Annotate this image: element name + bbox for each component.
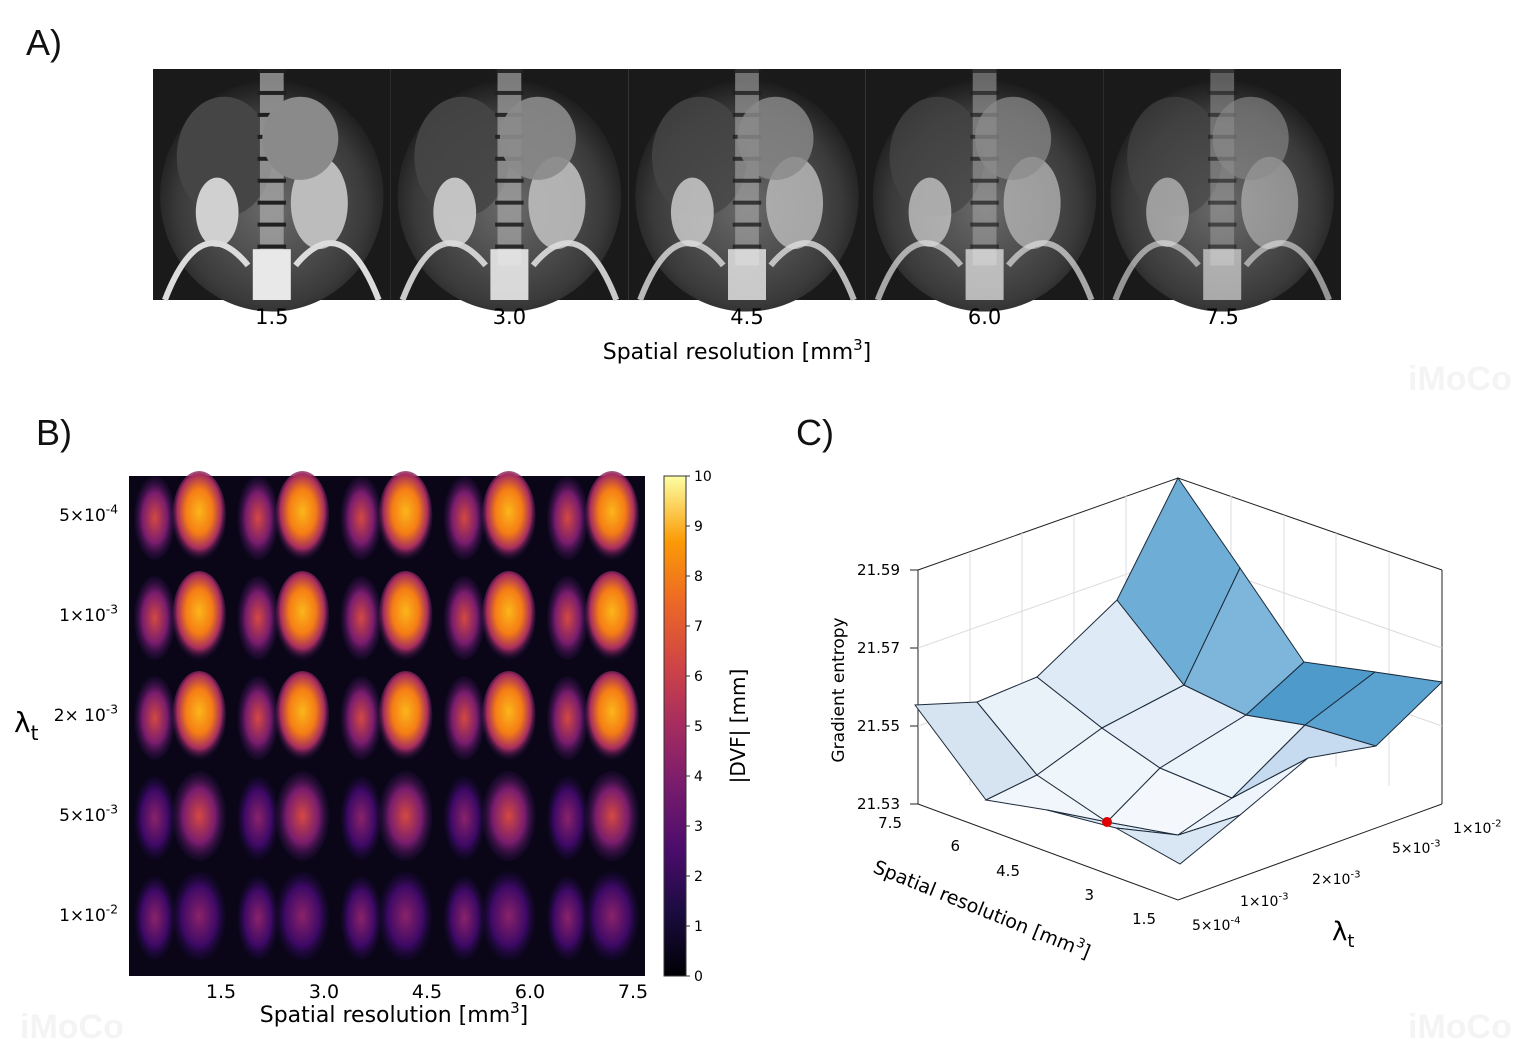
mri-image-tile xyxy=(1103,69,1341,312)
lambda-tick-label: 5×10-3 xyxy=(1392,839,1441,857)
colorbar-label: |DVF| [mm] xyxy=(726,669,750,784)
mri-image-tile xyxy=(153,69,391,312)
colorbar-tick-label: 4 xyxy=(694,769,703,785)
watermark: iMoCo xyxy=(1408,1008,1512,1046)
surface-patch xyxy=(1303,671,1444,747)
res-tick-label: 6 xyxy=(950,837,960,855)
panel-a-mri-strip: 1.5 3.0 4.5 6.0 7.5 Spatial resolution [mm3] xyxy=(153,69,1341,365)
mri-image-tile xyxy=(628,69,866,312)
res-tick-label: 7.5 xyxy=(878,814,902,832)
panel-a-tick-label: 7.5 xyxy=(1205,305,1238,329)
colorbar-tick-label: 1 xyxy=(694,919,703,935)
dvf-x-tick: 6.0 xyxy=(515,981,545,1003)
dvf-cell xyxy=(546,771,639,861)
colorbar-tick-label: 9 xyxy=(694,519,703,535)
colorbar-tick-label: 5 xyxy=(694,719,703,735)
dvf-cell xyxy=(443,571,536,661)
panel-b-dvf-grid: 5×10-4 1×10-3 2× 10-3 5×10-3 1×10-2 1.5 3.0 4.… xyxy=(14,469,750,1028)
dvf-x-tick: 3.0 xyxy=(309,981,339,1003)
colorbar-tick-label: 7 xyxy=(694,619,703,635)
dvf-cell xyxy=(443,471,536,561)
dvf-cell xyxy=(443,871,536,961)
colorbar-tick-label: 6 xyxy=(694,669,703,685)
dvf-cell xyxy=(134,871,227,961)
panel-c-label: C) xyxy=(796,412,834,453)
dvf-cell xyxy=(443,771,536,861)
panel-a-tick-label: 1.5 xyxy=(255,305,288,329)
lambda-tick-label: 1×10-2 xyxy=(1453,819,1502,837)
watermark: iMoCo xyxy=(20,1008,124,1046)
z-tick-label: 21.55 xyxy=(857,717,900,735)
panel-a-xlabel: Spatial resolution [mm3] xyxy=(603,336,872,365)
dvf-cell xyxy=(340,471,433,561)
res-axis-label: Spatial resolution [mm3] xyxy=(870,854,1094,963)
dvf-x-tick: 7.5 xyxy=(618,981,648,1003)
dvf-cell xyxy=(237,771,330,861)
panel-a-tick-label: 6.0 xyxy=(968,305,1001,329)
panel-a-label: A) xyxy=(26,22,62,63)
dvf-cell xyxy=(546,671,639,761)
panel-a-tick-label: 4.5 xyxy=(730,305,763,329)
panel-c-surface-plot: 21.59 21.57 21.55 21.53 7.5 6 4.5 3 1.5 5×10-4 1… xyxy=(829,477,1502,964)
dvf-cell xyxy=(134,771,227,861)
res-tick-label: 3 xyxy=(1084,886,1094,904)
mri-image-tile xyxy=(390,69,629,312)
panel-b-label: B) xyxy=(36,412,72,453)
lambda-tick-label: 5×10-4 xyxy=(1192,916,1241,934)
dvf-cell xyxy=(134,471,227,561)
lambda-tick-label: 2×10-3 xyxy=(1312,870,1361,888)
dvf-cell xyxy=(546,571,639,661)
dvf-x-tick: 4.5 xyxy=(412,981,442,1003)
watermark: iMoCo xyxy=(1408,360,1512,398)
colorbar-tick-label: 0 xyxy=(694,969,703,985)
dvf-cell xyxy=(340,571,433,661)
z-axis-label: Gradient entropy xyxy=(829,617,849,762)
dvf-row-label: 5×10-4 xyxy=(59,502,118,526)
colorbar xyxy=(663,475,687,977)
dvf-cell xyxy=(340,671,433,761)
colorbar-tick-label: 10 xyxy=(694,469,712,485)
dvf-cell xyxy=(443,671,536,761)
dvf-cell xyxy=(237,571,330,661)
dvf-cell xyxy=(134,571,227,661)
dvf-row-label: 2× 10-3 xyxy=(54,702,118,726)
dvf-cell xyxy=(546,871,639,961)
dvf-cell xyxy=(546,471,639,561)
dvf-row-label: 1×10-3 xyxy=(59,602,118,626)
dvf-cell xyxy=(134,671,227,761)
z-tick-label: 21.57 xyxy=(857,639,900,657)
dvf-cell xyxy=(340,771,433,861)
colorbar-tick-label: 2 xyxy=(694,869,703,885)
dvf-cell xyxy=(237,471,330,561)
panel-b-y-title: λt xyxy=(14,706,39,745)
panel-b-xlabel: Spatial resolution [mm3] xyxy=(260,999,529,1028)
minimum-marker xyxy=(1102,817,1112,827)
res-tick-label: 1.5 xyxy=(1132,910,1156,928)
dvf-row-label: 5×10-3 xyxy=(59,802,118,826)
colorbar-tick-label: 8 xyxy=(694,569,703,585)
dvf-row-label: 1×10-2 xyxy=(59,902,118,926)
dvf-x-tick: 1.5 xyxy=(206,981,236,1003)
colorbar-tick-label: 3 xyxy=(694,819,703,835)
dvf-cell xyxy=(237,871,330,961)
z-tick-label: 21.53 xyxy=(857,795,900,813)
lambda-axis-label: λt xyxy=(1332,917,1354,952)
dvf-cell xyxy=(340,871,433,961)
z-tick-label: 21.59 xyxy=(857,561,900,579)
mri-image-tile xyxy=(865,69,1104,312)
res-tick-label: 4.5 xyxy=(996,862,1020,880)
panel-a-tick-label: 3.0 xyxy=(493,305,526,329)
dvf-cell xyxy=(237,671,330,761)
lambda-tick-label: 1×10-3 xyxy=(1240,892,1289,910)
